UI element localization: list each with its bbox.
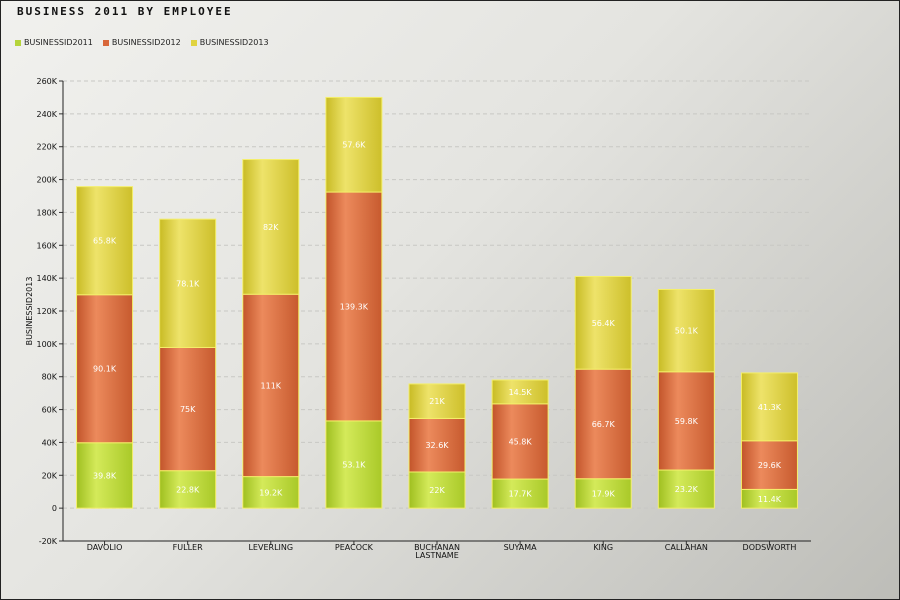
bar-businessid2012-7: [657, 371, 715, 471]
bar-businessid2012-1: [159, 346, 217, 472]
y-tick-label: 0: [52, 504, 57, 513]
data-label-businessid2013-0: 65.8K: [93, 237, 117, 246]
data-label-businessid2012-0: 90.1K: [93, 365, 117, 374]
bar-businessid2013-1: [159, 218, 217, 348]
data-label-businessid2011-6: 17.9K: [592, 489, 616, 498]
x-tick-label: LEVERLING: [248, 543, 293, 552]
data-label-businessid2011-0: 39.8K: [93, 471, 117, 480]
x-tick-label: PEACOCK: [335, 543, 374, 552]
y-axis-title: BUSINESSID2013: [25, 277, 34, 346]
legend-item-2013[interactable]: BUSINESSID2013: [190, 38, 269, 47]
data-label-businessid2011-5: 17.7K: [509, 490, 533, 499]
x-tick-label: DODSWORTH: [743, 543, 797, 552]
data-label-businessid2012-3: 139.3K: [340, 302, 369, 311]
x-tick-label: FULLER: [173, 543, 203, 552]
data-label-businessid2012-5: 45.8K: [509, 437, 533, 446]
y-tick-label: -20K: [39, 537, 58, 546]
data-label-businessid2013-3: 57.6K: [342, 141, 366, 150]
bar-businessid2013-3: [325, 96, 383, 193]
bar-businessid2013-2: [242, 159, 300, 295]
bar-businessid2011-4: [408, 471, 466, 509]
data-label-businessid2012-1: 75K: [180, 405, 196, 414]
y-tick-label: 180K: [36, 208, 57, 217]
bar-businessid2012-6: [574, 368, 632, 480]
x-tick-label: BUCHANAN: [414, 543, 460, 552]
chart-title: BUSINESS 2011 BY EMPLOYEE: [17, 5, 233, 18]
bar-businessid2013-8: [740, 372, 798, 442]
legend-swatch-2013: [190, 39, 197, 46]
data-label-businessid2011-7: 23.2K: [675, 485, 699, 494]
bar-businessid2013-0: [76, 186, 134, 296]
data-label-businessid2013-1: 78.1K: [176, 279, 200, 288]
data-label-businessid2013-4: 21K: [429, 397, 445, 406]
bar-businessid2011-5: [491, 478, 549, 509]
bar-businessid2013-5: [491, 379, 549, 405]
data-label-businessid2013-5: 14.5K: [509, 388, 533, 397]
bar-businessid2011-2: [242, 476, 300, 509]
x-tick-label: SUYAMA: [504, 543, 538, 552]
y-tick-label: 60K: [42, 406, 58, 415]
data-label-businessid2012-4: 32.6K: [425, 441, 449, 450]
bar-businessid2013-4: [408, 383, 466, 419]
data-label-businessid2013-2: 82K: [263, 223, 279, 232]
data-label-businessid2013-7: 50.1K: [675, 327, 699, 336]
y-tick-label: 80K: [42, 373, 58, 382]
x-tick-label: DAVOLIO: [87, 543, 123, 552]
legend-item-2012[interactable]: BUSINESSID2012: [102, 38, 181, 47]
data-label-businessid2011-3: 53.1K: [342, 461, 366, 470]
bar-businessid2012-3: [325, 191, 383, 422]
data-label-businessid2013-6: 56.4K: [592, 319, 616, 328]
data-label-businessid2012-7: 59.8K: [675, 417, 699, 426]
y-tick-label: 20K: [42, 471, 58, 480]
y-tick-label: 100K: [36, 340, 57, 349]
x-tick-label: KING: [593, 543, 613, 552]
legend-label-2012: BUSINESSID2012: [111, 38, 181, 47]
y-tick-label: 120K: [36, 307, 57, 316]
bar-businessid2013-7: [657, 288, 715, 373]
y-tick-label: 40K: [42, 438, 58, 447]
data-label-businessid2011-4: 22K: [429, 486, 445, 495]
bar-businessid2012-5: [491, 403, 549, 480]
x-tick-label: LASTNAME: [415, 551, 459, 560]
bar-businessid2011-0: [76, 442, 134, 509]
legend-label-2011: BUSINESSID2011: [24, 38, 93, 47]
legend: BUSINESSID2011 BUSINESSID2012 BUSINESSID…: [15, 38, 269, 47]
y-tick-label: 260K: [36, 77, 57, 86]
data-label-businessid2013-8: 41.3K: [758, 403, 782, 412]
y-tick-label: 200K: [36, 176, 57, 185]
legend-item-2011[interactable]: BUSINESSID2011: [15, 38, 93, 47]
data-label-businessid2011-2: 19.2K: [259, 488, 283, 497]
y-tick-label: 240K: [36, 110, 57, 119]
data-label-businessid2012-6: 66.7K: [592, 420, 616, 429]
legend-swatch-2011: [15, 39, 21, 46]
data-label-businessid2011-1: 22.8K: [176, 485, 200, 494]
data-label-businessid2012-8: 29.6K: [758, 461, 782, 470]
legend-swatch-2012: [102, 39, 109, 46]
x-tick-label: CALLAHAN: [665, 543, 708, 552]
y-tick-label: 140K: [36, 274, 57, 283]
bar-businessid2013-6: [574, 276, 632, 370]
legend-label-2013: BUSINESSID2013: [199, 38, 269, 47]
bar-businessid2011-6: [574, 478, 632, 509]
data-label-businessid2011-8: 11.4K: [758, 495, 782, 504]
y-tick-label: 220K: [36, 143, 57, 152]
y-tick-label: 160K: [36, 241, 57, 250]
data-label-businessid2012-2: 111K: [261, 381, 282, 390]
bar-businessid2011-3: [325, 420, 383, 509]
bar-businessid2011-1: [159, 470, 217, 509]
bar-businessid2012-2: [242, 293, 300, 478]
